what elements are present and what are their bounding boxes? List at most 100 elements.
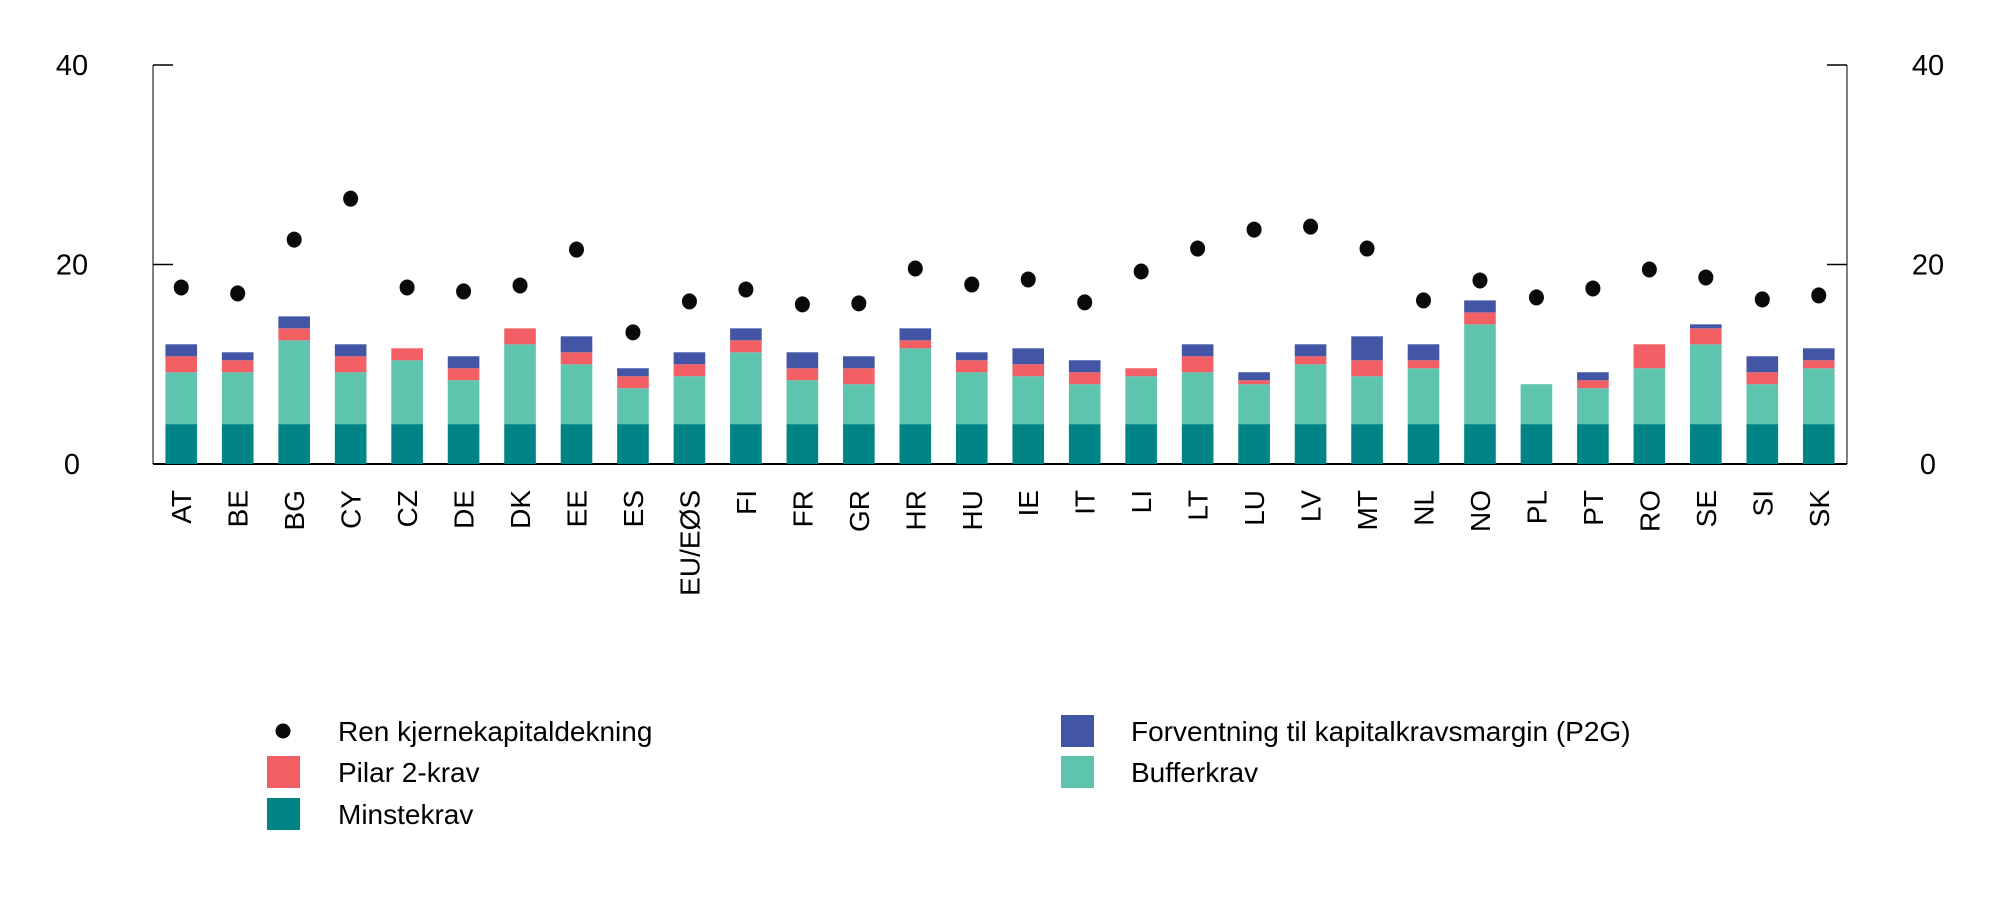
data-point	[1811, 287, 1827, 304]
bar-segment	[1068, 384, 1101, 425]
legend-dot-marker	[275, 723, 291, 739]
bar-segment	[1802, 424, 1835, 464]
data-point	[1698, 269, 1714, 286]
data-point	[794, 296, 810, 313]
bar-segment	[1125, 424, 1157, 464]
data-point	[1528, 289, 1544, 306]
bar-segment	[1690, 424, 1722, 464]
bar-segment	[1407, 424, 1440, 464]
legend-swatch	[1061, 756, 1094, 788]
bar-segment	[730, 424, 762, 464]
bar-segment	[1294, 356, 1327, 365]
category-label: LT	[1183, 490, 1214, 521]
bar-segment	[1746, 384, 1779, 425]
bar-segment	[221, 372, 254, 425]
bar-segment	[1294, 344, 1327, 357]
bar-segment	[617, 368, 649, 377]
data-point	[1020, 271, 1036, 288]
y-tick-label-left: 20	[56, 250, 88, 282]
bar-segment	[447, 356, 480, 369]
bar-segment	[1181, 424, 1214, 464]
bar-segment	[1633, 344, 1666, 369]
y-tick-label-left: 40	[56, 50, 88, 82]
category-labels: AT BE BG CY CZ DE DK EE ES EU/EØS FI FR GR HR HU IE IT LI…	[166, 490, 1835, 596]
bar-segment	[1520, 384, 1553, 425]
category-label: CY	[336, 490, 367, 529]
bar-segment	[1464, 424, 1496, 464]
bar-segment	[1407, 360, 1440, 369]
bar-segment	[1012, 364, 1045, 377]
category-label: NO	[1465, 490, 1496, 532]
bar-segment	[1464, 324, 1496, 425]
bar-segment	[1012, 424, 1045, 464]
bar-segment	[278, 316, 310, 329]
legend-swatch	[267, 756, 300, 788]
data-point	[456, 283, 472, 300]
category-label: AT	[166, 490, 197, 524]
bar-segment	[1351, 424, 1383, 464]
bar-segment	[1690, 344, 1722, 425]
legend-label: Forventning til kapitalkravsmargin (P2G)	[1131, 716, 1631, 747]
bar-segment	[1577, 372, 1609, 381]
bar-segment	[1068, 372, 1101, 385]
bar-segment	[1012, 348, 1045, 365]
bar-segment	[955, 424, 988, 464]
bar-segment	[673, 352, 706, 365]
data-point	[286, 231, 302, 248]
bar-segment	[504, 344, 536, 425]
bars	[165, 300, 1835, 464]
bar-segment	[786, 424, 819, 464]
data-point	[1190, 240, 1206, 257]
bar-segment	[617, 388, 649, 425]
data-point	[1246, 221, 1262, 238]
bar-segment	[1464, 300, 1496, 313]
bar-segment	[899, 328, 932, 341]
data-point	[625, 324, 641, 341]
bar-segment	[1125, 368, 1157, 377]
data-point	[512, 277, 528, 294]
bar-segment	[899, 340, 932, 349]
category-label: FI	[731, 490, 762, 515]
bar-segment	[1746, 424, 1779, 464]
category-label: PT	[1578, 490, 1609, 526]
legend-label: Bufferkrav	[1131, 757, 1258, 788]
bar-segment	[843, 424, 875, 464]
data-point	[738, 281, 754, 298]
bar-segment	[1407, 368, 1440, 425]
bar-segment	[617, 424, 649, 464]
data-point	[681, 293, 697, 310]
y-tick-label-right: 0	[1920, 449, 1936, 481]
bar-segment	[843, 368, 875, 385]
category-label: NL	[1409, 490, 1440, 526]
bar-segment	[1351, 360, 1383, 377]
category-label: MT	[1352, 490, 1383, 530]
bar-segment	[1464, 312, 1496, 325]
bar-segment	[843, 384, 875, 425]
bar-segment	[673, 364, 706, 377]
data-point	[230, 285, 246, 302]
bar-segment	[786, 368, 819, 381]
category-label: ES	[618, 490, 649, 527]
category-label: EU/EØS	[674, 490, 705, 596]
bar-segment	[1690, 324, 1722, 329]
bar-segment	[955, 372, 988, 425]
category-label: IE	[1013, 490, 1044, 516]
bar-segment	[391, 360, 423, 425]
bar-segment	[165, 424, 198, 464]
bar-segment	[165, 372, 198, 425]
data-point	[1303, 218, 1319, 235]
data-point	[1359, 240, 1375, 257]
bar-segment	[1407, 344, 1440, 361]
bar-segment	[1181, 372, 1214, 425]
bar-segment	[1351, 336, 1383, 361]
data-point	[1077, 294, 1093, 311]
bar-segment	[278, 328, 310, 341]
category-label: HR	[900, 490, 931, 530]
bar-segment	[1068, 424, 1101, 464]
legend-swatch	[1061, 715, 1094, 747]
category-label: EE	[562, 490, 593, 527]
category-label: FR	[787, 490, 818, 527]
bar-segment	[334, 344, 367, 357]
bar-segment	[447, 424, 480, 464]
category-label: RO	[1634, 490, 1665, 532]
